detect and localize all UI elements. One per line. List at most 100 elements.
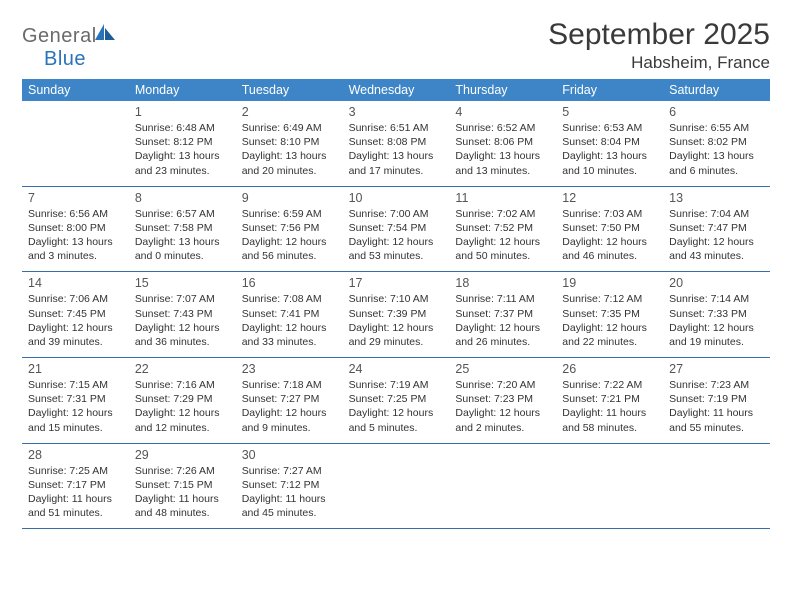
day-number: 6 (669, 105, 766, 119)
day-cell: 5Sunrise: 6:53 AMSunset: 8:04 PMDaylight… (556, 101, 663, 186)
day-info-line: Sunset: 8:04 PM (562, 135, 659, 149)
day-info-line: Daylight: 11 hours (242, 492, 339, 506)
day-info-line: and 15 minutes. (28, 421, 125, 435)
day-cell: 14Sunrise: 7:06 AMSunset: 7:45 PMDayligh… (22, 272, 129, 357)
day-info-line: and 22 minutes. (562, 335, 659, 349)
day-cell: 25Sunrise: 7:20 AMSunset: 7:23 PMDayligh… (449, 358, 556, 443)
day-info-line: Sunrise: 6:48 AM (135, 121, 232, 135)
location-label: Habsheim, France (548, 53, 770, 73)
week-row: 21Sunrise: 7:15 AMSunset: 7:31 PMDayligh… (22, 358, 770, 444)
day-cell: 30Sunrise: 7:27 AMSunset: 7:12 PMDayligh… (236, 444, 343, 529)
weekday-sunday: Sunday (22, 83, 129, 97)
logo-text-blue: Blue (44, 48, 86, 70)
day-number: 28 (28, 448, 125, 462)
day-info-line: Sunset: 7:41 PM (242, 307, 339, 321)
day-info-line: Sunrise: 7:14 AM (669, 292, 766, 306)
day-info-line: Daylight: 13 hours (135, 149, 232, 163)
day-info-line: Daylight: 12 hours (455, 321, 552, 335)
day-info-line: Sunset: 7:23 PM (455, 392, 552, 406)
day-number: 11 (455, 191, 552, 205)
day-info-line: and 20 minutes. (242, 164, 339, 178)
day-info-line: Daylight: 12 hours (562, 321, 659, 335)
day-info-line: and 33 minutes. (242, 335, 339, 349)
day-info-line: Daylight: 12 hours (455, 406, 552, 420)
day-cell: 29 Sunrise: 7:26 AMSunset: 7:15 PMDayligh… (129, 444, 236, 529)
day-info-line: Sunrise: 7:08 AM (242, 292, 339, 306)
day-info-line: Daylight: 11 hours (135, 492, 232, 506)
day-info-line: Sunrise: 6:56 AM (28, 207, 125, 221)
day-info-line: Daylight: 12 hours (28, 406, 125, 420)
day-info-line: Sunrise: 6:55 AM (669, 121, 766, 135)
day-info-line: and 29 minutes. (349, 335, 446, 349)
day-info-line: Daylight: 13 hours (242, 149, 339, 163)
day-cell: 22Sunrise: 7:16 AMSunset: 7:29 PMDayligh… (129, 358, 236, 443)
day-cell: 3Sunrise: 6:51 AMSunset: 8:08 PMDaylight… (343, 101, 450, 186)
day-cell: 7Sunrise: 6:56 AMSunset: 8:00 PMDaylight… (22, 187, 129, 272)
day-info-line: and 46 minutes. (562, 249, 659, 263)
day-number: 29 (135, 448, 232, 462)
day-info-line: Sunset: 7:54 PM (349, 221, 446, 235)
day-number: 10 (349, 191, 446, 205)
day-info-line: and 45 minutes. (242, 506, 339, 520)
day-info-line: Sunrise: 7:03 AM (562, 207, 659, 221)
day-info-line: Sunset: 8:08 PM (349, 135, 446, 149)
day-info-line: Sunrise: 7:07 AM (135, 292, 232, 306)
day-info-line: Daylight: 11 hours (562, 406, 659, 420)
day-info-line: Sunset: 8:06 PM (455, 135, 552, 149)
day-info-line: Sunset: 8:00 PM (28, 221, 125, 235)
day-cell: 17Sunrise: 7:10 AMSunset: 7:39 PMDayligh… (343, 272, 450, 357)
logo-sail-icon (95, 24, 117, 42)
day-info-line: Daylight: 12 hours (349, 235, 446, 249)
calendar: SundayMondayTuesdayWednesdayThursdayFrid… (22, 79, 770, 529)
day-info-line: Daylight: 13 hours (455, 149, 552, 163)
weekday-header-row: SundayMondayTuesdayWednesdayThursdayFrid… (22, 79, 770, 101)
weekday-friday: Friday (556, 83, 663, 97)
day-info-line: Sunset: 7:19 PM (669, 392, 766, 406)
day-info-line: Sunrise: 6:59 AM (242, 207, 339, 221)
day-info-line: Sunset: 8:02 PM (669, 135, 766, 149)
day-cell: 2Sunrise: 6:49 AMSunset: 8:10 PMDaylight… (236, 101, 343, 186)
day-info-line: Daylight: 12 hours (242, 321, 339, 335)
day-number: 24 (349, 362, 446, 376)
day-info-line: Daylight: 12 hours (455, 235, 552, 249)
day-info-line: Sunset: 7:15 PM (135, 478, 232, 492)
day-info-line: Sunrise: 7:16 AM (135, 378, 232, 392)
day-number: 22 (135, 362, 232, 376)
day-cell: 15Sunrise: 7:07 AMSunset: 7:43 PMDayligh… (129, 272, 236, 357)
day-info-line: and 48 minutes. (135, 506, 232, 520)
day-number: 19 (562, 276, 659, 290)
day-cell: 12Sunrise: 7:03 AMSunset: 7:50 PMDayligh… (556, 187, 663, 272)
day-number: 27 (669, 362, 766, 376)
day-cell: 1Sunrise: 6:48 AMSunset: 8:12 PMDaylight… (129, 101, 236, 186)
day-info-line: Sunset: 7:17 PM (28, 478, 125, 492)
day-info-line: Sunrise: 7:04 AM (669, 207, 766, 221)
day-number: 3 (349, 105, 446, 119)
day-info-line: Sunset: 7:33 PM (669, 307, 766, 321)
day-info-line: Sunrise: 7:26 AM (135, 464, 232, 478)
day-info-line: Sunrise: 7:22 AM (562, 378, 659, 392)
day-info-line: and 10 minutes. (562, 164, 659, 178)
day-number: 9 (242, 191, 339, 205)
day-info-line: and 17 minutes. (349, 164, 446, 178)
day-cell: 16 Sunrise: 7:08 AMSunset: 7:41 PMDayligh… (236, 272, 343, 357)
day-number: 1 (135, 105, 232, 119)
day-info-line: and 12 minutes. (135, 421, 232, 435)
day-info-line: Sunrise: 6:53 AM (562, 121, 659, 135)
day-cell (449, 444, 556, 529)
day-cell: 19Sunrise: 7:12 AMSunset: 7:35 PMDayligh… (556, 272, 663, 357)
title-block: September 2025 Habsheim, France (548, 18, 770, 73)
day-number: 23 (242, 362, 339, 376)
day-info-line: Daylight: 12 hours (349, 321, 446, 335)
week-row: 28Sunrise: 7:25 AMSunset: 7:17 PMDayligh… (22, 444, 770, 530)
day-number: 8 (135, 191, 232, 205)
day-cell: 20Sunrise: 7:14 AMSunset: 7:33 PMDayligh… (663, 272, 770, 357)
day-info-line: Daylight: 12 hours (669, 321, 766, 335)
day-info-line: and 13 minutes. (455, 164, 552, 178)
day-info-line: Daylight: 12 hours (135, 321, 232, 335)
day-number: 15 (135, 276, 232, 290)
day-info-line: Sunrise: 7:20 AM (455, 378, 552, 392)
day-cell: 26Sunrise: 7:22 AMSunset: 7:21 PMDayligh… (556, 358, 663, 443)
day-info-line: Sunset: 7:29 PM (135, 392, 232, 406)
day-number: 16 (242, 276, 339, 290)
day-info-line: Sunset: 7:21 PM (562, 392, 659, 406)
